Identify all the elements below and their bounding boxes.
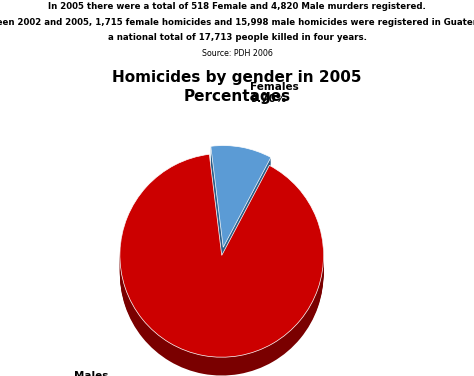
Wedge shape bbox=[120, 156, 324, 358]
Wedge shape bbox=[120, 164, 324, 367]
Wedge shape bbox=[120, 161, 324, 363]
Wedge shape bbox=[120, 167, 324, 369]
Wedge shape bbox=[120, 168, 324, 371]
Wedge shape bbox=[120, 162, 324, 364]
Wedge shape bbox=[120, 171, 324, 374]
Text: Homicides by gender in 2005: Homicides by gender in 2005 bbox=[112, 70, 362, 85]
Wedge shape bbox=[120, 169, 324, 372]
Wedge shape bbox=[211, 148, 271, 250]
Wedge shape bbox=[120, 173, 324, 376]
Wedge shape bbox=[211, 163, 271, 264]
Wedge shape bbox=[211, 158, 271, 259]
Wedge shape bbox=[211, 155, 271, 257]
Wedge shape bbox=[211, 147, 271, 249]
Wedge shape bbox=[211, 159, 271, 261]
Wedge shape bbox=[120, 170, 324, 373]
Wedge shape bbox=[211, 153, 271, 255]
Wedge shape bbox=[211, 164, 271, 266]
Wedge shape bbox=[120, 158, 324, 361]
Text: Between 2002 and 2005, 1,715 female homicides and 15,998 male homicides were reg: Between 2002 and 2005, 1,715 female homi… bbox=[0, 18, 474, 27]
Text: Females
9.70%: Females 9.70% bbox=[250, 82, 299, 104]
Wedge shape bbox=[211, 160, 271, 262]
Text: Males
90.30%: Males 90.30% bbox=[74, 371, 118, 376]
Wedge shape bbox=[211, 156, 271, 258]
Text: Percentages: Percentages bbox=[183, 89, 291, 104]
Wedge shape bbox=[120, 154, 324, 357]
Wedge shape bbox=[211, 161, 271, 263]
Wedge shape bbox=[120, 165, 324, 368]
Wedge shape bbox=[120, 157, 324, 359]
Wedge shape bbox=[120, 159, 324, 362]
Wedge shape bbox=[211, 146, 271, 247]
Wedge shape bbox=[211, 154, 271, 256]
Wedge shape bbox=[211, 149, 271, 251]
Text: Source: PDH 2006: Source: PDH 2006 bbox=[201, 49, 273, 58]
Wedge shape bbox=[211, 152, 271, 253]
Text: a national total of 17,713 people killed in four years.: a national total of 17,713 people killed… bbox=[108, 33, 366, 42]
Text: In 2005 there were a total of 518 Female and 4,820 Male murders registered.: In 2005 there were a total of 518 Female… bbox=[48, 2, 426, 11]
Wedge shape bbox=[120, 163, 324, 366]
Wedge shape bbox=[211, 150, 271, 252]
